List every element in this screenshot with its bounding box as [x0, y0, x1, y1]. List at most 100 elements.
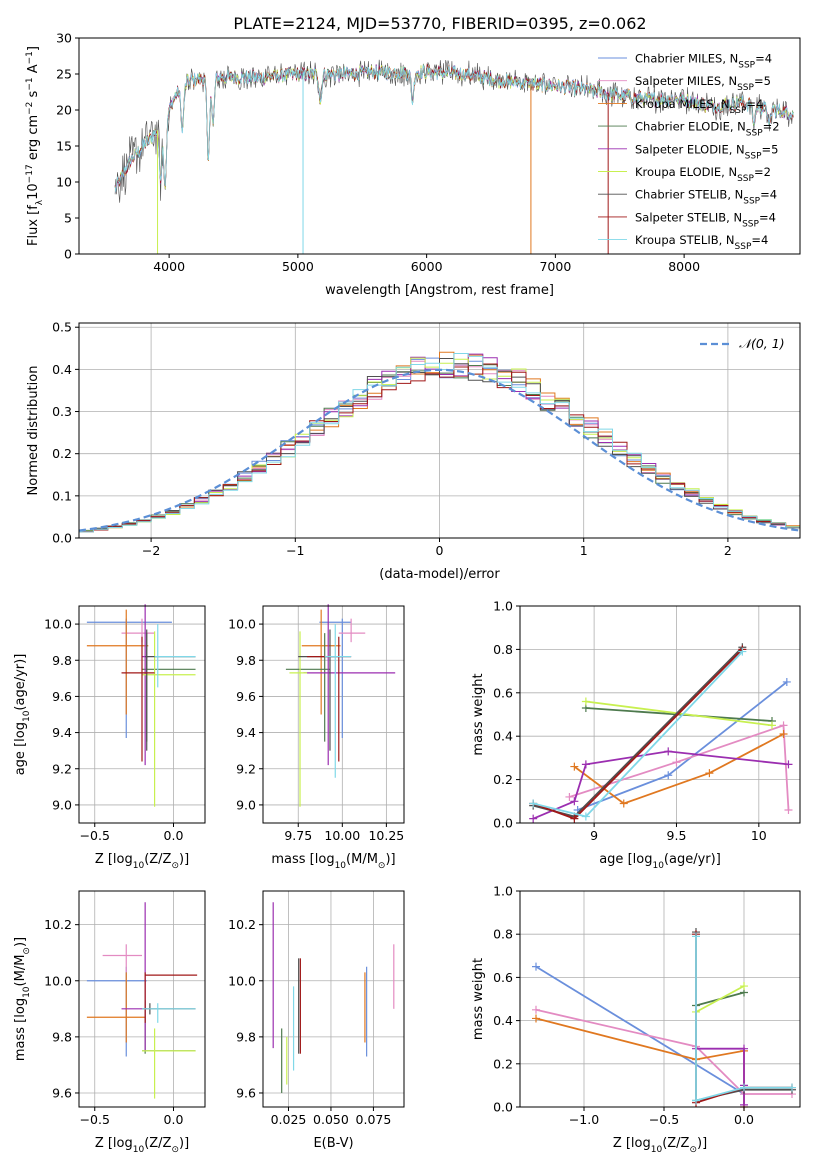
text-script: SSP [745, 151, 762, 161]
x-tick-label: 0.050 [313, 1112, 349, 1127]
mass-weight-line [695, 936, 792, 1102]
text-script: SSP [738, 61, 755, 71]
y-tick-label: 10.0 [228, 617, 256, 632]
mass-weight-marker [692, 1096, 700, 1105]
text-script: 10 [133, 861, 145, 871]
x-tick-label: 0.0 [164, 828, 184, 843]
mass-weight-marker [532, 962, 540, 971]
age-vs-mass-panel: 9.75 10.00 10.25 9.0 9.2 9.4 9.6 9.8 10.0 mass [l… [228, 604, 405, 871]
mass-weight-marker [581, 812, 590, 821]
mass-vs-ebv-panel: 0.025 0.050 0.075 9.6 9.8 10.0 10.2 E(B-V) [228, 890, 405, 1151]
x-tick-label: −1 [286, 543, 304, 558]
x-axis-label: Z [log10(Z/Z⊙)] [95, 852, 189, 871]
mass-weight-vs-metallicity-panel: −1.0 −0.5 0.0 0.0 0.2 0.4 0.6 0.8 1.0 Z [log10(Z/… [471, 884, 801, 1155]
mass-weight-marker [581, 760, 590, 769]
y-tick-label: 0.8 [493, 927, 513, 942]
plot-frame [519, 605, 801, 824]
x-tick-label: −0.5 [80, 1112, 110, 1127]
y-tick-label: 0.6 [493, 685, 513, 700]
mass-weight-marker [664, 747, 673, 756]
text-script: 10 [133, 1145, 145, 1155]
text-script: 10 [652, 861, 664, 871]
x-axis-label: (data-model)/error [379, 567, 500, 582]
y-tick-label: 0.1 [52, 488, 72, 503]
x-tick-label: 0 [436, 543, 444, 558]
text-script: SSP [737, 83, 754, 93]
x-tick-label: −0.5 [649, 1112, 679, 1127]
mass-weight-marker [529, 814, 538, 823]
x-tick-label: 0.0 [734, 1112, 754, 1127]
y-tick-label: 9.0 [52, 797, 72, 812]
x-tick-label: 9.5 [667, 828, 687, 843]
plot-frame [519, 890, 801, 1108]
y-tick-label: 10.0 [44, 617, 72, 632]
text-script: −1 [25, 51, 35, 64]
x-axis-label: Z [log10(Z/Z⊙)] [613, 1136, 707, 1155]
y-tick-label: 9.4 [236, 725, 256, 740]
mass-weight-line [696, 1047, 745, 1105]
y-tick-label: 10.0 [228, 973, 256, 988]
x-axis-label: wavelength [Angstrom, rest frame] [325, 283, 554, 298]
y-tick-label: 0.3 [52, 404, 72, 419]
text-script: λ [35, 199, 45, 205]
text-script: ⊙ [22, 947, 32, 955]
y-tick-label: 0.5 [52, 320, 72, 335]
mass-weight-marker [581, 697, 590, 706]
mass-weight-vs-age-panel: 9 9.5 10 0.0 0.2 0.4 0.6 0.8 1.0 age [log10(age/y… [471, 599, 801, 871]
text-script: SSP [746, 129, 763, 139]
y-tick-label: 9.8 [236, 1029, 256, 1044]
plot-frame [262, 890, 405, 1108]
y-tick-label: 0.0 [493, 816, 513, 831]
y-axis-label: mass weight [471, 958, 486, 1040]
y-tick-label: 0.2 [493, 772, 513, 787]
y-tick-label: 1.0 [493, 599, 513, 614]
y-tick-label: 10.0 [44, 973, 72, 988]
y-tick-label: 0.0 [52, 531, 72, 546]
mass-weight-marker [738, 647, 747, 656]
y-axis-label: age [log10(age/yr)] [13, 654, 32, 776]
x-tick-label: 4000 [153, 259, 185, 274]
y-tick-label: 9.6 [52, 1085, 72, 1100]
y-tick-label: 9.4 [52, 725, 72, 740]
x-tick-label: 2 [724, 543, 732, 558]
observed-spectrum-line [114, 59, 794, 203]
y-tick-label: 0.6 [493, 970, 513, 985]
y-axis-label: mass [log10(M/M⊙)] [13, 937, 32, 1061]
mass-weight-marker [779, 721, 788, 730]
text-script: SSP [743, 197, 760, 207]
x-tick-label: 9.75 [284, 828, 312, 843]
y-tick-label: 25 [56, 67, 72, 82]
residuals-panel: −2 −1 0 1 2 0.0 0.1 0.2 0.3 0.4 0.5 (data-model)/er… [26, 320, 801, 582]
y-tick-label: 9.8 [236, 653, 256, 668]
mass-weight-marker [664, 771, 673, 780]
text-script: 10 [651, 1145, 663, 1155]
x-tick-label: 0.075 [356, 1112, 392, 1127]
mass-weight-marker [768, 721, 776, 730]
mass-weight-marker [692, 932, 700, 941]
mass-weight-marker [705, 769, 714, 778]
x-tick-label: 9 [590, 828, 598, 843]
mass-weight-line [573, 733, 784, 805]
y-tick-label: 0.4 [52, 362, 72, 377]
y-tick-label: 30 [56, 31, 72, 46]
x-tick-label: −0.5 [80, 828, 110, 843]
y-tick-label: 0.0 [493, 1100, 513, 1115]
mass-weight-marker [740, 982, 748, 991]
y-tick-label: 9.8 [52, 1029, 72, 1044]
mass-weight-marker [570, 814, 579, 823]
y-axis-label: Flux [fλ10−17 erg cm−2 s−1 A−1] [25, 46, 45, 246]
x-tick-label: 10.25 [368, 828, 404, 843]
mass-weight-marker [788, 1083, 796, 1092]
mass-weight-marker [619, 799, 628, 808]
y-tick-label: 5 [64, 211, 72, 226]
y-tick-label: 10 [56, 175, 72, 190]
text-script: −2 [25, 102, 35, 115]
y-tick-label: 9.2 [236, 761, 256, 776]
mass-weight-line [695, 985, 745, 1013]
x-tick-label: 6000 [411, 259, 443, 274]
x-tick-label: 10 [751, 828, 767, 843]
mass-weight-marker [740, 1083, 748, 1092]
x-tick-label: −1.0 [569, 1112, 599, 1127]
mass-weight-marker [784, 805, 793, 814]
